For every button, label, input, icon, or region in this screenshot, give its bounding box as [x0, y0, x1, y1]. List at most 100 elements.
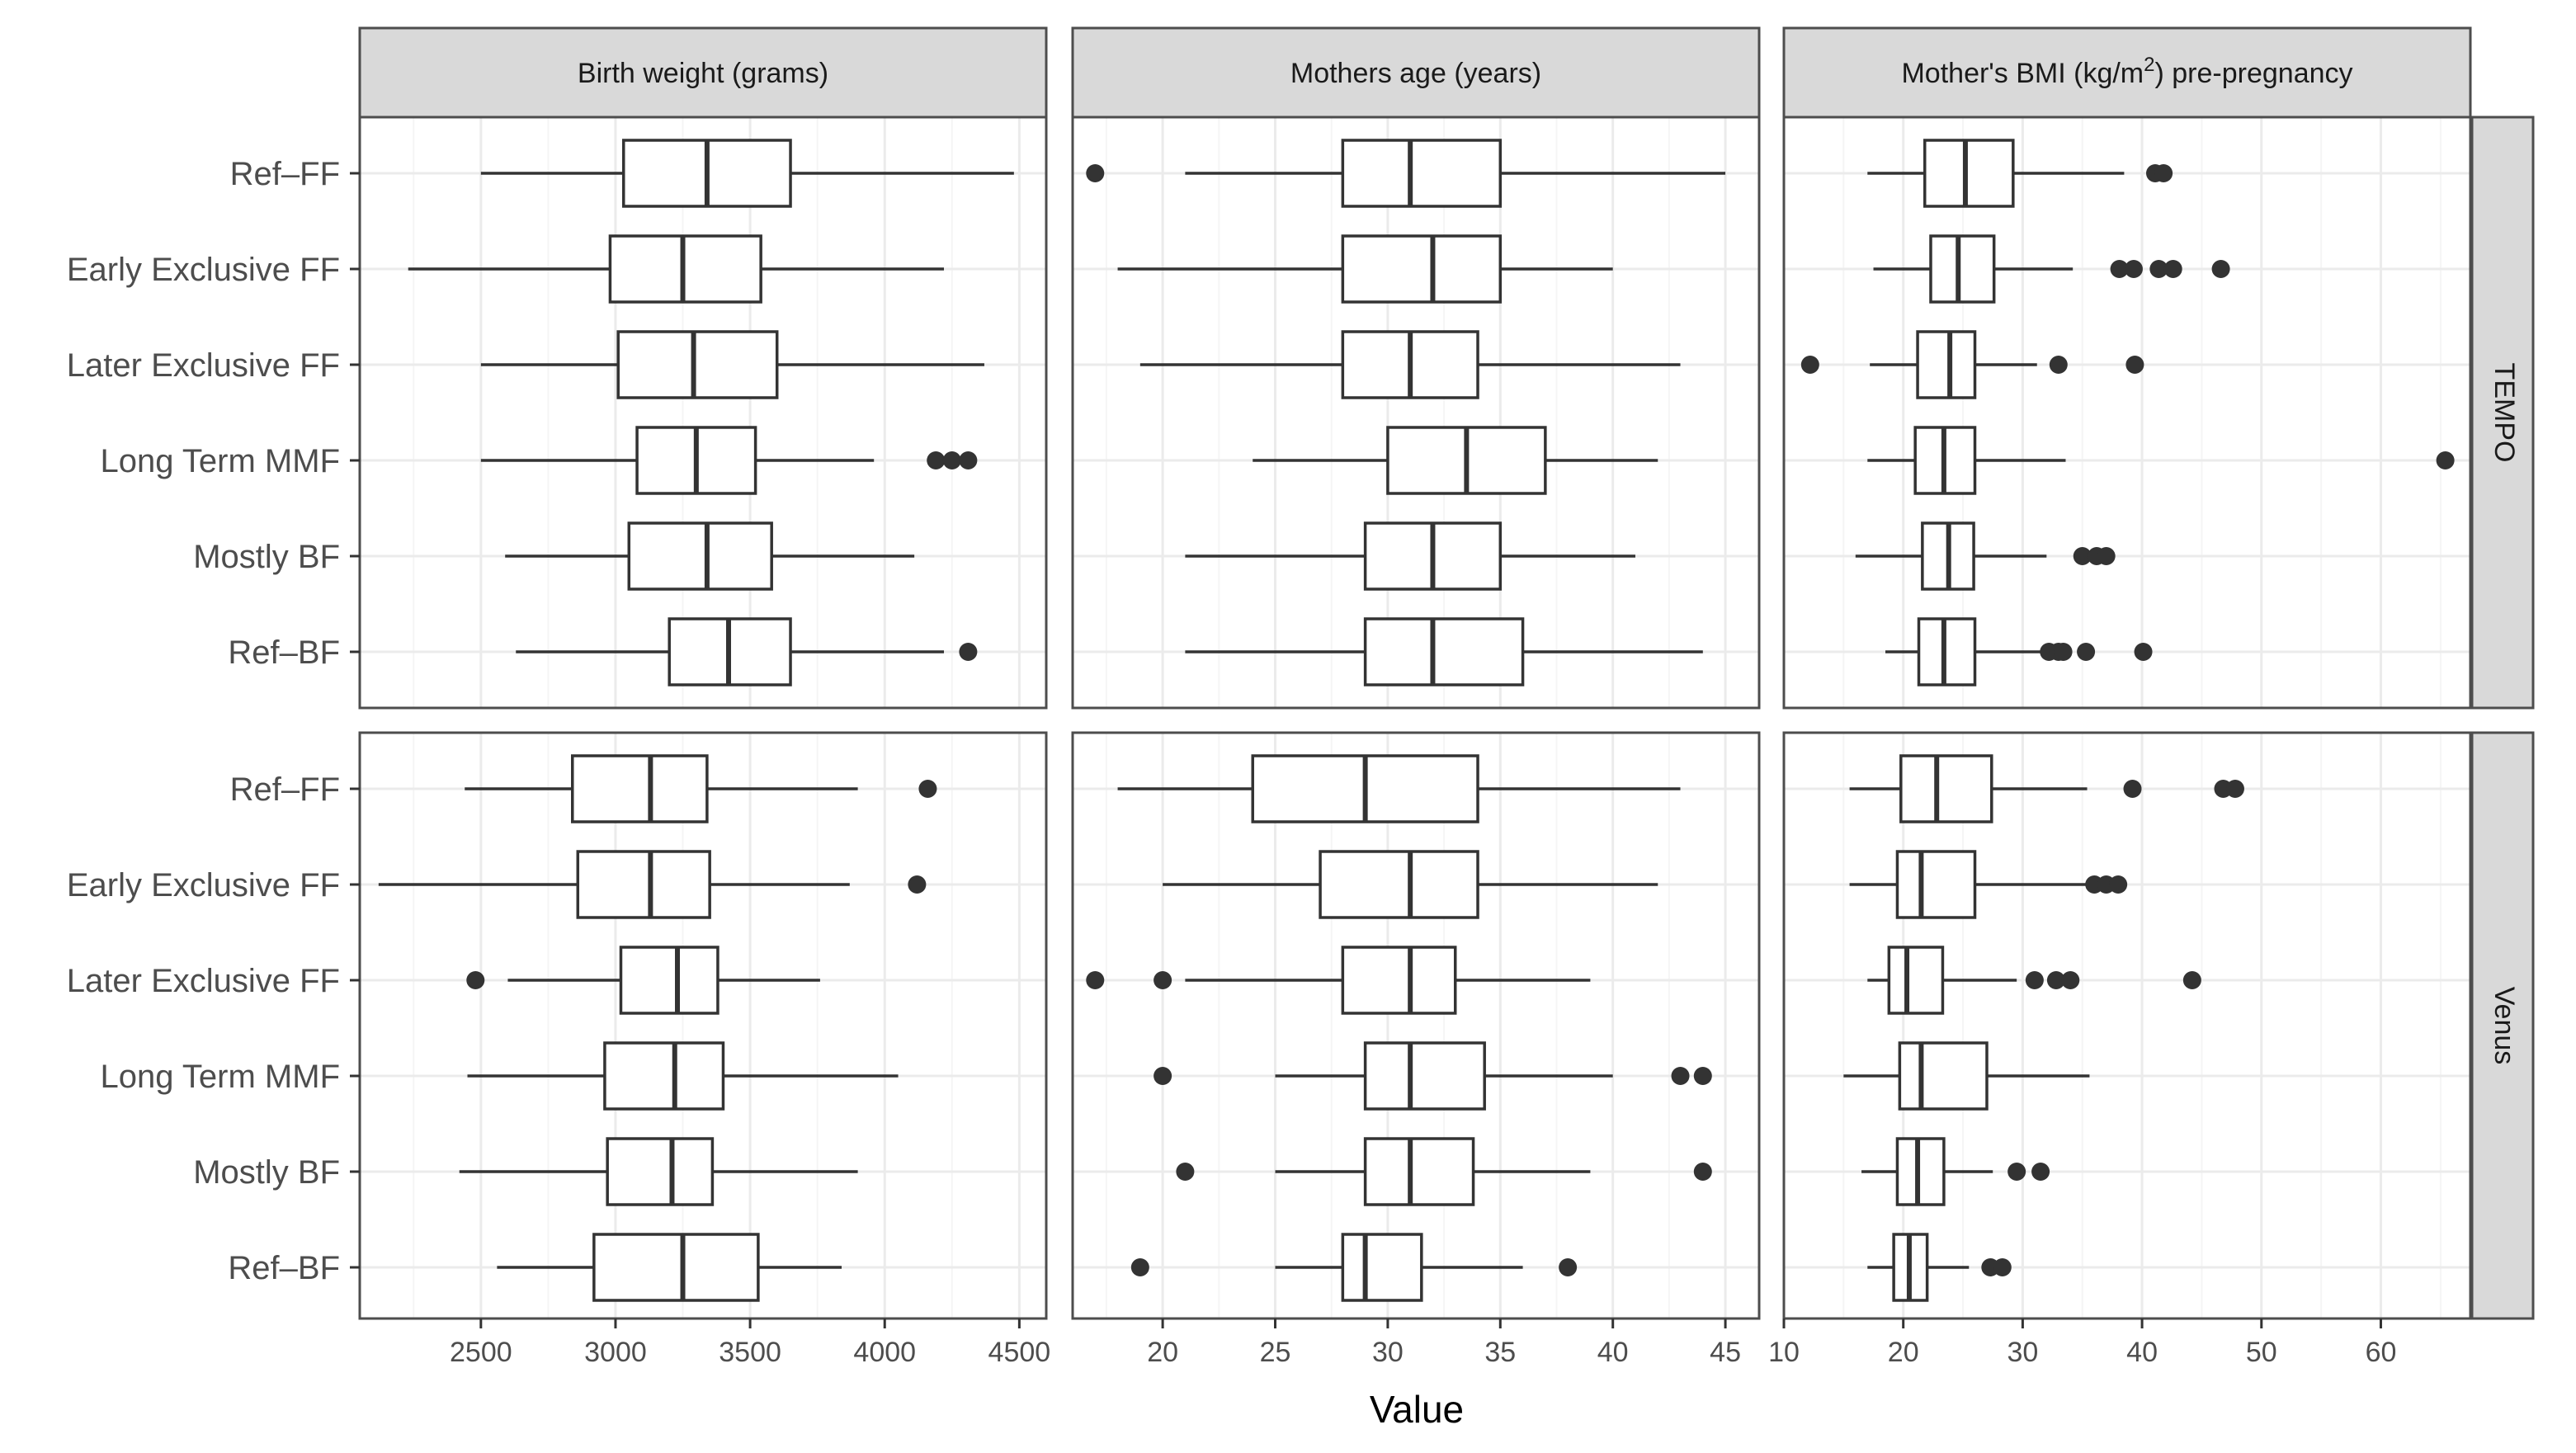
y-category-label: Ref–FF: [230, 771, 340, 808]
box: [1867, 946, 2201, 1015]
box: [1154, 1041, 1712, 1111]
column-strip: Mother's BMI (kg/m2) pre-pregnancy: [1782, 26, 2472, 119]
outlier-point: [2163, 260, 2182, 278]
column-strip: Mothers age (years): [1071, 26, 1761, 119]
outlier-point: [1086, 971, 1105, 989]
box: [480, 139, 1014, 208]
outlier-point: [1154, 1067, 1172, 1085]
box: [1176, 1137, 1712, 1206]
y-category-label: Early Exclusive FF: [67, 867, 340, 903]
column-strip-background: [1071, 26, 1761, 119]
axes: Ref–FF Early Exclusive FF Later Exclusive …: [67, 156, 2397, 1368]
column-strip-background: [358, 26, 1048, 119]
box: [505, 521, 915, 591]
outlier-point: [2154, 164, 2173, 182]
box-iqr: [1341, 1233, 1423, 1302]
row-strip: Venus: [2470, 731, 2535, 1320]
x-tick-label: 25: [1260, 1337, 1291, 1368]
box: [1086, 946, 1591, 1015]
box: [497, 1233, 842, 1302]
outlier-point: [2097, 547, 2116, 565]
x-tick-label: 4000: [853, 1337, 916, 1368]
outlier-point: [2025, 971, 2044, 989]
x-tick-label: 45: [1710, 1337, 1741, 1368]
box: [1800, 330, 2144, 399]
facet-panel: [1071, 116, 1761, 710]
outlier-point: [2110, 260, 2129, 278]
box-iqr: [571, 754, 709, 823]
box-iqr: [1929, 234, 1996, 304]
box-iqr: [1363, 1041, 1486, 1111]
outlier-point: [1130, 1258, 1149, 1276]
box: [1253, 426, 1658, 495]
row-strip-label: TEMPO: [2489, 363, 2520, 463]
y-category-label: Ref–BF: [228, 1250, 340, 1286]
box: [459, 1137, 858, 1206]
panel-background: [360, 117, 1046, 708]
facet-panel: [1071, 731, 1761, 1320]
box-iqr: [1917, 617, 1977, 686]
outlier-point: [2225, 780, 2244, 798]
panel-background: [1784, 733, 2470, 1319]
outlier-point: [2149, 260, 2168, 278]
outlier-point: [2073, 547, 2092, 565]
box: [480, 426, 978, 495]
box-iqr: [627, 521, 773, 591]
outlier-point: [2125, 356, 2144, 374]
outlier-point: [927, 451, 946, 469]
facet-panel: [1782, 116, 2472, 710]
x-tick-label: 40: [1597, 1337, 1629, 1368]
box: [1086, 139, 1726, 208]
outlier-point: [466, 971, 485, 989]
box: [1873, 234, 2230, 304]
facet-panels: [358, 116, 2472, 1320]
box: [1185, 617, 1703, 686]
box: [467, 1041, 899, 1111]
outlier-point: [1693, 1067, 1712, 1085]
outlier-point: [2031, 1163, 2050, 1181]
facet-panel: [358, 116, 1048, 710]
box: [1117, 234, 1613, 304]
x-tick-label: 40: [2126, 1337, 2158, 1368]
strip-label-text: ) pre-pregnancy: [2155, 58, 2353, 89]
panel-background: [360, 733, 1046, 1319]
outlier-point: [2077, 643, 2096, 661]
box-iqr: [606, 1137, 715, 1206]
outlier-point: [2061, 971, 2080, 989]
panel-border: [358, 731, 1048, 1320]
x-tick-label: 20: [1147, 1337, 1178, 1368]
box-iqr: [1895, 1137, 1946, 1206]
outlier-point: [2211, 260, 2230, 278]
box: [1861, 1137, 2050, 1206]
outlier-point: [2123, 780, 2142, 798]
box-iqr: [616, 330, 779, 399]
x-tick-label: 30: [1372, 1337, 1404, 1368]
column-strip-label: Birth weight (grams): [578, 58, 828, 89]
y-category-label: Early Exclusive FF: [67, 252, 340, 288]
outlier-point: [2046, 971, 2065, 989]
outlier-point: [2124, 260, 2143, 278]
x-tick-label: 60: [2366, 1337, 2397, 1368]
box-iqr: [1363, 617, 1525, 686]
box: [466, 946, 820, 1015]
x-tick-label: 3500: [719, 1337, 781, 1368]
outlier-point: [2007, 1163, 2026, 1181]
facet-strips: Birth weight (grams) Mothers age (years) M…: [358, 26, 2535, 1320]
box: [1849, 850, 2128, 919]
outlier-point: [2182, 971, 2201, 989]
box: [480, 330, 984, 399]
strip-label-text: Birth weight (grams): [578, 58, 828, 89]
box: [1130, 1233, 1578, 1302]
box: [1185, 521, 1635, 591]
x-tick-label: 20: [1888, 1337, 1919, 1368]
strip-label-text: Mother's BMI (kg/m: [1901, 58, 2144, 89]
x-tick-label: 2500: [450, 1337, 512, 1368]
panel-border: [1071, 116, 1761, 710]
box-iqr: [1899, 754, 1993, 823]
column-strip-label: Mothers age (years): [1290, 58, 1541, 89]
facet-panel: [1782, 731, 2472, 1320]
outlier-point: [2109, 875, 2128, 894]
x-tick-label: 4500: [988, 1337, 1051, 1368]
column-strip: Birth weight (grams): [358, 26, 1048, 119]
